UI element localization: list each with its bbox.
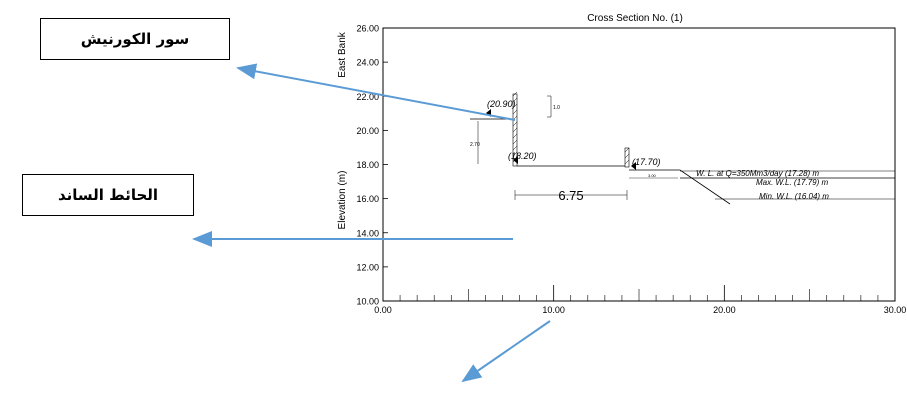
x-tick-label: 30.00 (884, 305, 907, 315)
cross-section-structure (470, 91, 895, 205)
y-tick-label: 18.00 (356, 160, 379, 170)
x-minor-ticks (399, 289, 879, 301)
water-level-label: Max. W.L. (17.79) m (756, 178, 829, 187)
callout-retaining-wall: الحائط الساند (22, 174, 194, 216)
wall-hatch (624, 147, 630, 153)
wall-hatch (624, 153, 630, 159)
wall-hatch (512, 109, 518, 115)
wall-hatch (512, 133, 518, 139)
dim-width-label: 6.75 (558, 188, 583, 203)
level-label: (20.90) (487, 99, 516, 109)
level-label: (18.20) (508, 151, 537, 161)
x-tick-label: 20.00 (713, 305, 736, 315)
level-marker (513, 156, 518, 164)
y-tick-label: 10.00 (356, 297, 379, 307)
water-level-label: W. L. at Q=350Mm3/day (17.28) m (696, 169, 819, 178)
wall-hatch (512, 121, 518, 127)
level-marker (631, 162, 636, 170)
wall-hatch (512, 91, 518, 97)
wall-hatch (512, 145, 518, 151)
parapet-bracket (547, 95, 552, 118)
y-tick-label: 14.00 (356, 228, 379, 238)
y-tick-label: 26.00 (356, 24, 379, 34)
wall-hatch (512, 97, 518, 103)
y-ticks: 10.00 12.00 14.00 16.00 18.00 20.00 22.00 24.00… (356, 24, 388, 307)
corniche-arrow (236, 63, 516, 121)
dim-parapet-label: 1.0 (553, 105, 560, 111)
water-level-label: Min. W.L. (16.04) m (759, 192, 829, 201)
bottom-arrow (461, 320, 551, 383)
x-tick-label: 0.00 (374, 305, 392, 315)
wall-hatch (512, 151, 518, 157)
y-tick-label: 24.00 (356, 58, 379, 68)
dim-height-label: 2.70 (470, 142, 480, 148)
callout-corniche-wall: سور الكورنيش (40, 18, 230, 60)
x-tick-label: 10.00 (542, 305, 565, 315)
wall-hatch (512, 103, 518, 109)
wall-hatch (624, 159, 630, 165)
dim-small-label: 3.00 (648, 173, 657, 178)
x-ticks: 0.00 10.00 20.00 30.00 (374, 285, 906, 315)
chart-title: Cross Section No. (1) (587, 13, 683, 24)
y-tick-label: 12.00 (356, 262, 379, 272)
y-tick-label: 16.00 (356, 194, 379, 204)
wall-hatch (512, 127, 518, 133)
y-tick-label: 20.00 (356, 126, 379, 136)
bank-label: East Bank (337, 31, 348, 78)
y-tick-label: 22.00 (356, 92, 379, 102)
second-wall-column (624, 147, 630, 168)
level-label: (17.70) (632, 157, 661, 167)
y-axis-label: Elevation (m) (337, 171, 348, 230)
ground-profile (629, 169, 731, 205)
wall-hatch (512, 139, 518, 145)
